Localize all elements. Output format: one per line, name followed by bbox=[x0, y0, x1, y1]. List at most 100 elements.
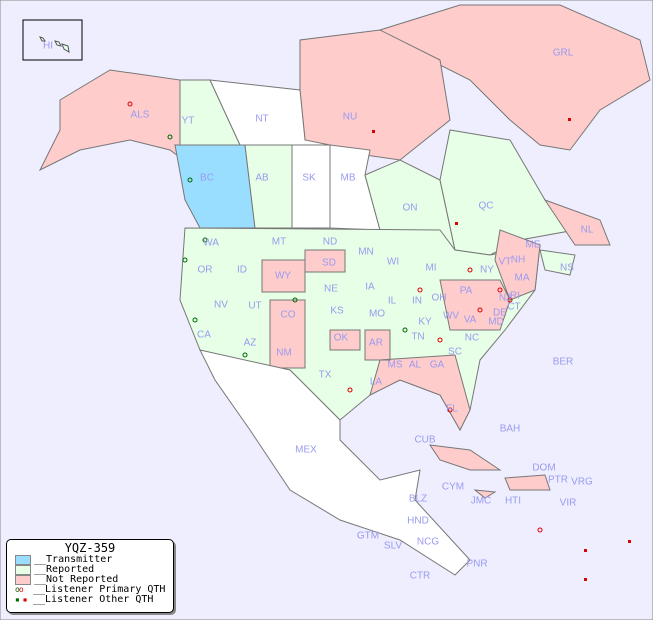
legend-item-other-qth: ▪ ▪ __Listener Other QTH bbox=[7, 595, 173, 605]
region-label-ok: OK bbox=[334, 333, 349, 344]
not-reported-swatch-icon bbox=[15, 575, 31, 585]
region-label-ky: KY bbox=[418, 317, 432, 328]
legend-item-transmitter: __Transmitter bbox=[7, 555, 173, 565]
legend-item-primary-qth: oo __Listener Primary QTH bbox=[7, 585, 173, 595]
region-label-co: CO bbox=[281, 310, 296, 321]
region-label-cym: CYM bbox=[442, 482, 464, 493]
reported-swatch-icon bbox=[15, 565, 31, 575]
region-label-nl: NL bbox=[581, 225, 594, 236]
legend-label: __Listener Other QTH bbox=[33, 594, 154, 605]
region-label-nu: NU bbox=[343, 112, 357, 123]
legend-label: __Listener Primary QTH bbox=[33, 584, 166, 595]
region-label-wy: WY bbox=[275, 271, 291, 282]
region-label-al: AL bbox=[409, 360, 422, 371]
region-label-oh: OH bbox=[432, 293, 447, 304]
region-label-la: LA bbox=[370, 377, 383, 388]
region-label-jmc: JMC bbox=[471, 496, 492, 507]
region-label-ns: NS bbox=[560, 263, 574, 274]
region-label-fl: FL bbox=[446, 404, 458, 415]
region-label-als: ALS bbox=[131, 110, 150, 121]
region-label-in: IN bbox=[412, 296, 422, 307]
legend-title: YQZ-359 bbox=[64, 541, 116, 555]
listener-markers bbox=[127, 101, 631, 581]
region-label-nc: NC bbox=[465, 333, 479, 344]
region-label-va: VA bbox=[464, 315, 477, 326]
saskatchewan bbox=[291, 144, 331, 229]
region-label-me: ME bbox=[526, 240, 541, 251]
region-label-mo: MO bbox=[369, 309, 385, 320]
region-label-sk: SK bbox=[302, 173, 316, 184]
legend: YQZ-359 __Transmitter __Reported __Not R… bbox=[6, 539, 174, 613]
legend-label: __Not Reported bbox=[34, 574, 119, 585]
region-label-vrg: VRG bbox=[571, 477, 593, 488]
region-label-ma: MA bbox=[515, 273, 530, 284]
region-label-de: DE bbox=[493, 308, 507, 319]
region-label-or: OR bbox=[198, 265, 213, 276]
region-label-nh: NH bbox=[511, 255, 525, 266]
region-label-mb: MB bbox=[341, 173, 356, 184]
region-label-grl: GRL bbox=[553, 48, 574, 59]
caribbean bbox=[428, 444, 551, 499]
mexico-central-america bbox=[199, 349, 471, 576]
region-label-pnr: PNR bbox=[466, 559, 487, 570]
region-label-sd: SD bbox=[322, 258, 336, 269]
region-label-hi: HI bbox=[43, 41, 53, 52]
filled-squares-icon: ▪ ▪ bbox=[15, 595, 27, 604]
region-label-ga: GA bbox=[430, 360, 445, 371]
region-label-mt: MT bbox=[272, 237, 286, 248]
legend-label: __Reported bbox=[34, 564, 95, 575]
region-label-hnd: HND bbox=[407, 516, 429, 527]
region-label-ms: MS bbox=[388, 360, 403, 371]
region-label-wv: WV bbox=[443, 311, 459, 322]
region-label-mn: MN bbox=[358, 247, 374, 258]
region-label-wi: WI bbox=[387, 257, 399, 268]
region-label-nt: NT bbox=[255, 114, 268, 125]
region-label-md: MD bbox=[488, 317, 504, 328]
region-label-ctr: CTR bbox=[410, 571, 431, 582]
region-label-ne: NE bbox=[324, 284, 338, 295]
region-label-ab: AB bbox=[255, 173, 269, 184]
region-label-blz: BLZ bbox=[409, 494, 427, 505]
region-label-id: ID bbox=[237, 265, 247, 276]
region-label-bah: BAH bbox=[500, 424, 521, 435]
region-label-sc: SC bbox=[448, 347, 462, 358]
legend-item-not-reported: __Not Reported bbox=[7, 575, 173, 585]
region-label-vt: VT bbox=[499, 257, 512, 268]
region-label-mi: MI bbox=[425, 263, 436, 274]
region-label-tx: TX bbox=[319, 370, 332, 381]
region-label-vir: VIR bbox=[560, 498, 577, 509]
region-label-nv: NV bbox=[214, 300, 228, 311]
open-circles-icon: oo bbox=[15, 585, 24, 594]
nwt bbox=[209, 79, 331, 146]
region-label-qc: QC bbox=[479, 201, 494, 212]
hawaii-inset bbox=[22, 19, 83, 61]
region-label-ny: NY bbox=[480, 265, 494, 276]
region-label-ut: UT bbox=[248, 301, 261, 312]
legend-label: __Transmitter bbox=[34, 554, 113, 565]
region-label-mex: MEX bbox=[295, 445, 317, 456]
greenland bbox=[378, 4, 651, 151]
region-label-ber: BER bbox=[553, 357, 574, 368]
region-label-il: IL bbox=[388, 296, 397, 307]
region-label-dom: DOM bbox=[532, 463, 555, 474]
region-label-ar: AR bbox=[369, 338, 383, 349]
region-label-slv: SLV bbox=[384, 541, 402, 552]
legend-item-reported: __Reported bbox=[7, 565, 173, 575]
region-label-ks: KS bbox=[330, 306, 344, 317]
region-label-gtm: GTM bbox=[357, 531, 379, 542]
region-label-az: AZ bbox=[244, 338, 257, 349]
region-label-ia: IA bbox=[365, 282, 375, 293]
region-label-nm: NM bbox=[276, 348, 292, 359]
region-labels: HI ALS YT NT NU GRL BC AB SK MB ON QC NL NS WA MT ND MN SD… bbox=[43, 41, 594, 582]
newfoundland bbox=[543, 199, 611, 246]
region-label-ct: CT bbox=[507, 302, 520, 313]
region-label-ri: RI bbox=[510, 291, 520, 302]
region-label-ncg: NCG bbox=[417, 537, 439, 548]
region-label-pa: PA bbox=[460, 286, 473, 297]
region-label-nj: NJ bbox=[499, 293, 511, 304]
region-label-bc: BC bbox=[200, 173, 214, 184]
region-label-ptr: PTR bbox=[548, 475, 568, 486]
region-label-nd: ND bbox=[323, 237, 337, 248]
